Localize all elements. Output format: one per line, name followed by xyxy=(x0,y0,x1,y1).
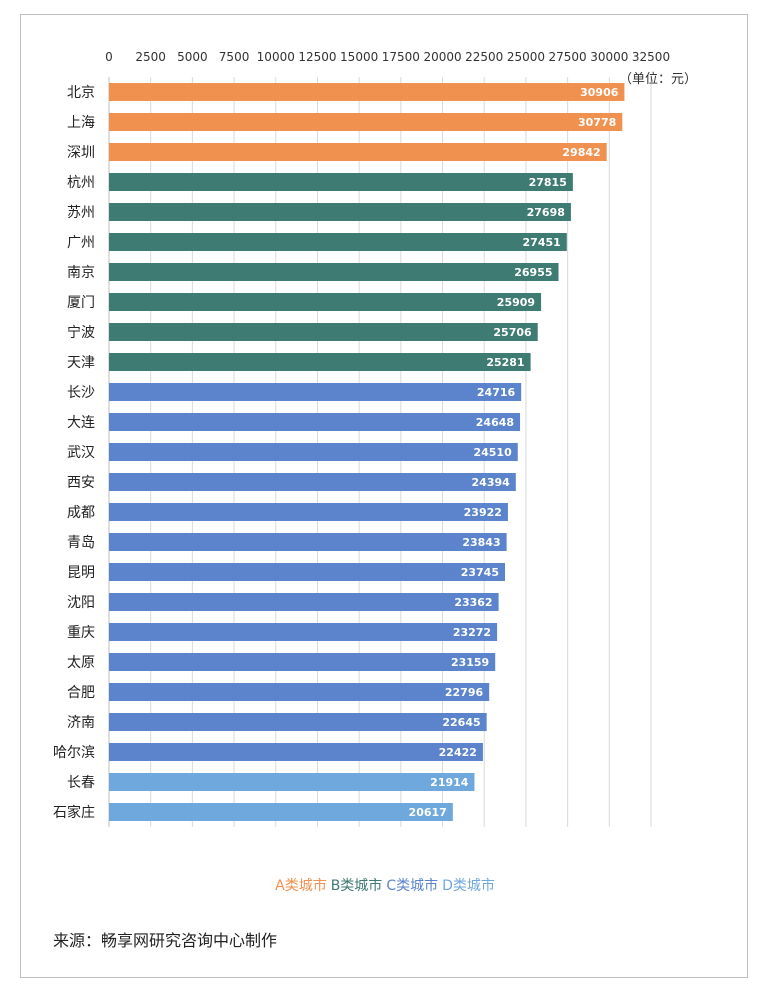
x-tick-label: 12500 xyxy=(298,50,336,64)
data-label: 27698 xyxy=(527,206,565,219)
bar xyxy=(109,803,453,821)
bar xyxy=(109,113,623,131)
legend-entry: D类城市 xyxy=(442,878,495,894)
bar xyxy=(109,233,567,251)
bar xyxy=(109,83,625,101)
data-label: 26955 xyxy=(514,266,552,279)
x-tick-label: 25000 xyxy=(507,50,545,64)
x-tick-label: 27500 xyxy=(549,50,587,64)
bar xyxy=(109,323,538,341)
data-label: 22422 xyxy=(439,746,477,759)
data-label: 23159 xyxy=(451,656,489,669)
bar xyxy=(109,713,487,731)
bar xyxy=(109,413,521,431)
category-label: 重庆 xyxy=(67,625,95,641)
bar xyxy=(109,503,508,521)
category-label: 合肥 xyxy=(67,685,95,701)
chart-frame: 0 2500 5000 7500 10000 12500 15000 17500 20000 22… xyxy=(20,14,748,978)
data-label: 22645 xyxy=(442,716,480,729)
source-note: 来源：畅享网研究咨询中心制作 xyxy=(53,931,278,950)
unit-label: （单位：元） xyxy=(619,72,697,87)
category-label: 天津 xyxy=(67,355,95,371)
data-label: 23843 xyxy=(462,536,500,549)
data-label: 23362 xyxy=(454,596,492,609)
bar xyxy=(109,383,522,401)
category-label: 南京 xyxy=(67,265,95,281)
data-label: 25706 xyxy=(493,326,532,339)
category-label: 昆明 xyxy=(67,565,95,581)
x-tick-label: 20000 xyxy=(423,50,461,64)
data-label: 22796 xyxy=(445,686,484,699)
category-label: 青岛 xyxy=(67,535,95,551)
data-label: 24394 xyxy=(472,476,511,489)
data-label: 27451 xyxy=(523,236,561,249)
bar xyxy=(109,143,607,161)
x-tick-label: 17500 xyxy=(382,50,420,64)
x-tick-label: 10000 xyxy=(257,50,295,64)
x-tick-label: 32500 xyxy=(632,50,670,64)
legend-entry: A类城市 xyxy=(275,878,327,894)
data-label: 30778 xyxy=(578,116,616,129)
legend-entry: C类城市 xyxy=(386,878,439,894)
data-label: 20617 xyxy=(409,806,447,819)
x-tick-label: 30000 xyxy=(590,50,628,64)
x-tick-label: 7500 xyxy=(219,50,250,64)
bar xyxy=(109,773,475,791)
data-label: 21914 xyxy=(430,776,469,789)
x-tick-label: 0 xyxy=(105,50,113,64)
category-label: 武汉 xyxy=(67,445,95,461)
data-label: 30906 xyxy=(580,86,619,99)
data-label: 25281 xyxy=(486,356,524,369)
data-label: 24716 xyxy=(477,386,516,399)
bar xyxy=(109,623,498,641)
x-tick-label: 15000 xyxy=(340,50,378,64)
category-label: 杭州 xyxy=(67,175,95,191)
bar xyxy=(109,203,571,221)
data-label: 24648 xyxy=(476,416,514,429)
legend-entry: B类城市 xyxy=(330,878,383,894)
x-tick-label: 22500 xyxy=(465,50,503,64)
category-label: 苏州 xyxy=(67,205,95,221)
x-tick-label: 2500 xyxy=(135,50,166,64)
category-label: 沈阳 xyxy=(67,595,95,611)
category-label: 广州 xyxy=(67,235,95,251)
data-label: 29842 xyxy=(562,146,600,159)
category-label: 宁波 xyxy=(67,324,95,341)
category-label: 哈尔滨 xyxy=(53,745,95,761)
data-label: 24510 xyxy=(473,446,512,459)
data-label: 23272 xyxy=(453,626,491,639)
bar xyxy=(109,263,559,281)
bar xyxy=(109,353,531,371)
bar xyxy=(109,563,505,581)
bar xyxy=(109,593,499,611)
category-label: 太原 xyxy=(67,655,95,671)
category-label: 深圳 xyxy=(67,145,95,161)
category-label: 长春 xyxy=(67,775,95,791)
x-tick-label: 5000 xyxy=(177,50,208,64)
category-label: 济南 xyxy=(67,715,95,731)
legend: A类城市 B类城市 C类城市 D类城市 xyxy=(21,875,749,895)
category-label: 成都 xyxy=(67,505,95,521)
bar xyxy=(109,683,490,701)
category-label: 北京 xyxy=(67,85,95,101)
bar-chart: 0 2500 5000 7500 10000 12500 15000 17500 20000 22… xyxy=(53,50,697,827)
bar xyxy=(109,473,516,491)
data-label: 23745 xyxy=(461,566,499,579)
category-label: 厦门 xyxy=(67,295,95,311)
bar xyxy=(109,173,573,191)
category-label: 大连 xyxy=(67,415,95,431)
data-label: 23922 xyxy=(464,506,502,519)
bar xyxy=(109,533,507,551)
bar xyxy=(109,293,542,311)
data-label: 25909 xyxy=(497,296,535,309)
bar xyxy=(109,743,483,761)
category-label: 长沙 xyxy=(67,385,95,401)
category-label: 上海 xyxy=(67,115,95,131)
category-label: 石家庄 xyxy=(53,804,95,821)
data-label: 27815 xyxy=(529,176,567,189)
bar xyxy=(109,443,518,461)
bar xyxy=(109,653,496,671)
category-label: 西安 xyxy=(67,475,95,491)
